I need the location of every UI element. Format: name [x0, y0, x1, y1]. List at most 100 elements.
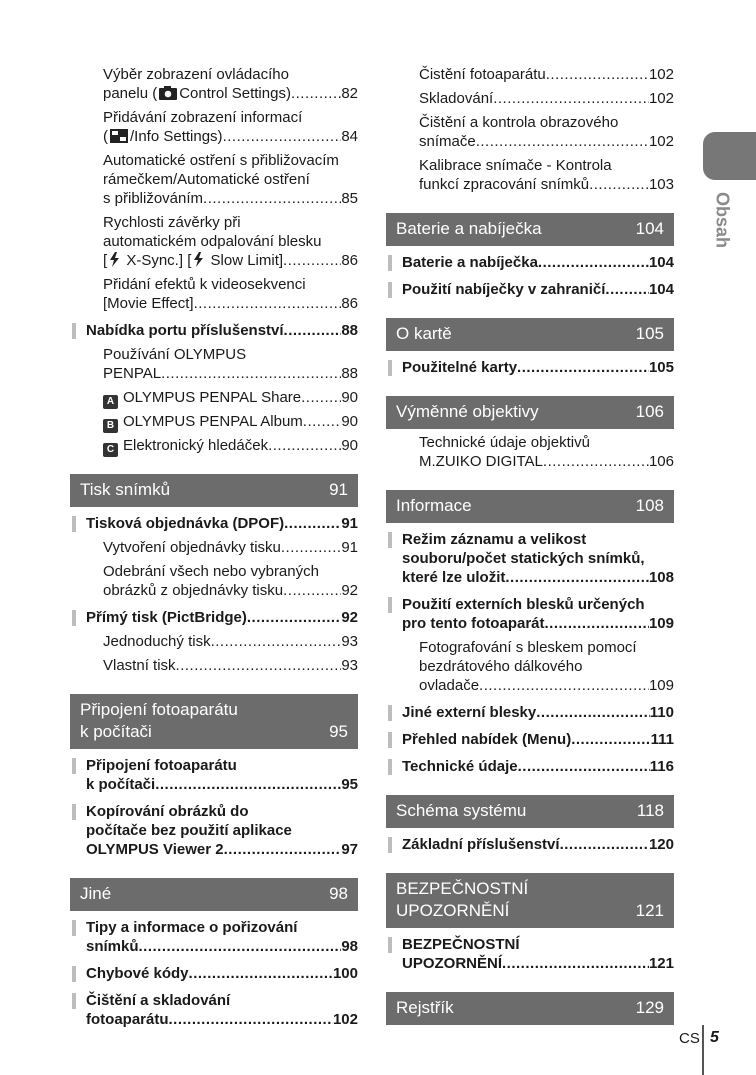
toc-entry[interactable]: Základní příslušenství 120	[386, 835, 674, 854]
dot-leader	[194, 294, 342, 313]
section-tab[interactable]	[703, 132, 756, 180]
toc-section-header[interactable]: Baterie a nabíječka 104	[386, 213, 674, 246]
entry-text: Tipy a informace o pořizování	[86, 919, 298, 936]
entry-marker-bar	[388, 282, 392, 298]
toc-entry[interactable]: Baterie a nabíječka 104	[386, 253, 674, 272]
toc-entry[interactable]: Použití nabíječky v zahraničí 104	[386, 280, 674, 299]
entry-text: BEZPEČNOSTNÍ	[402, 936, 520, 953]
entry-marker-bar	[388, 759, 392, 775]
page-number: 110	[649, 704, 674, 721]
dot-leader	[268, 436, 341, 455]
dot-leader	[536, 703, 650, 722]
entry-marker-bar	[388, 837, 392, 853]
footer-language: CS	[679, 1030, 700, 1047]
page-number: 93	[341, 633, 358, 650]
entry-text: Použitelné karty	[402, 359, 518, 376]
entry-text: Jednoduchý tisk	[103, 633, 211, 650]
entry-text: Chybové kódy	[86, 965, 189, 982]
entry-text: které lze uložit	[402, 569, 506, 586]
entry-text: ovladače	[419, 677, 480, 694]
toc-section-header[interactable]: Schéma systému 118	[386, 795, 674, 828]
entry-text: Kalibrace snímače - Kontrola	[419, 157, 612, 174]
entry-text: snímků	[86, 938, 139, 955]
dot-leader	[291, 84, 341, 103]
footer-page-number: 5	[710, 1029, 719, 1046]
entry-text: PENPAL	[103, 365, 162, 382]
toc-subentry[interactable]: Automatické ostření s přibližovacím rámeč…	[70, 151, 358, 208]
entry-text: Přehled nabídek (Menu)	[402, 731, 572, 748]
toc-entry[interactable]: Tisková objednávka (DPOF) 91	[70, 514, 358, 533]
entry-text: Používání OLYMPUS	[103, 346, 247, 363]
toc-subentry[interactable]: Fotografování s bleskem pomocí bezdrátové…	[386, 638, 674, 695]
toc-subentry[interactable]: Technické údaje objektivů M.ZUIKO DIGITAL…	[386, 433, 674, 471]
toc-left-column: Výběr zobrazení ovládacího panelu (Contro…	[70, 60, 358, 1029]
toc-subentry[interactable]: Rychlosti závěrky při automatickém odpalo…	[70, 213, 358, 270]
toc-subentry[interactable]: Používání OLYMPUS PENPAL 88	[70, 345, 358, 383]
page-number: 95	[341, 776, 358, 793]
entry-text: Tisková objednávka (DPOF)	[86, 515, 285, 532]
dot-leader	[545, 614, 649, 633]
dot-leader	[281, 538, 341, 557]
toc-entry[interactable]: Režim záznamu a velikost souboru/počet st…	[386, 530, 674, 587]
accessory-port-b-icon: B	[103, 413, 123, 433]
toc-section-header[interactable]: Rejstřík 129	[386, 992, 674, 1025]
toc-section-header[interactable]: Připojení fotoaparátu k počítači 95	[70, 694, 358, 749]
toc-subentry[interactable]: Kalibrace snímače - Kontrola funkcí zprac…	[386, 156, 674, 194]
entry-text: s přibližováním	[103, 190, 204, 207]
page-number: 102	[648, 66, 674, 83]
page-number: 102	[332, 1011, 358, 1028]
toc-subentry[interactable]: Čistění fotoaparátu 102	[386, 65, 674, 84]
toc-subentry[interactable]: Odebrání všech nebo vybraných obrázků z o…	[70, 562, 358, 600]
toc-subentry[interactable]: Přidávání zobrazení informací (/Info Sett…	[70, 108, 358, 146]
entry-marker-bar	[72, 516, 76, 532]
dot-leader	[155, 775, 341, 794]
flash-icon	[107, 252, 122, 269]
dot-leader	[546, 65, 649, 84]
toc-entry[interactable]: Kopírování obrázků do počítače bez použit…	[70, 802, 358, 859]
entry-text: Automatické ostření s přibližovacím	[103, 152, 339, 169]
toc-entry[interactable]: Tipy a informace o pořizování snímků 98	[70, 918, 358, 956]
page-number: 104	[635, 219, 664, 238]
toc-entry[interactable]: Připojení fotoaparátu k počítači 95	[70, 756, 358, 794]
entry-text: B OLYMPUS PENPAL Album	[103, 412, 303, 433]
toc-subentry[interactable]: Přidání efektů k videosekvenci [Movie Eff…	[70, 275, 358, 313]
toc-entry[interactable]: Přehled nabídek (Menu) 111	[386, 730, 674, 749]
toc-entry[interactable]: BEZPEČNOSTNÍ UPOZORNĚNÍ 121	[386, 935, 674, 973]
toc-section-header[interactable]: O kartě 105	[386, 318, 674, 351]
dot-leader	[247, 608, 341, 627]
dot-leader	[284, 321, 342, 340]
toc-section-header[interactable]: Tisk snímků 91	[70, 474, 358, 507]
toc-subentry[interactable]: Jednoduchý tisk 93	[70, 632, 358, 651]
toc-entry[interactable]: Nabídka portu příslušenství 88	[70, 321, 358, 340]
entry-text: Čištění a skladování	[86, 992, 231, 1009]
toc-section-header[interactable]: Výměnné objektivy 106	[386, 396, 674, 429]
toc-entry[interactable]: Čištění a skladování fotoaparátu 102	[70, 991, 358, 1029]
dot-leader	[303, 412, 342, 431]
page-number: 92	[341, 582, 358, 599]
toc-section-header[interactable]: BEZPEČNOSTNÍ UPOZORNĚNÍ 121	[386, 873, 674, 928]
toc-section-header[interactable]: Jiné 98	[70, 878, 358, 911]
dot-leader	[169, 1010, 333, 1029]
toc-subentry[interactable]: Skladování 102	[386, 89, 674, 108]
entry-text: Skladování	[419, 90, 494, 107]
entry-text: Fotografování s bleskem pomocí	[419, 639, 637, 656]
toc-section-header[interactable]: Informace 108	[386, 490, 674, 523]
toc-subentry[interactable]: Vytvoření objednávky tisku 91	[70, 538, 358, 557]
entry-text: rámečkem/Automatické ostření	[103, 171, 310, 188]
toc-entry[interactable]: Jiné externí blesky 110	[386, 703, 674, 722]
toc-entry[interactable]: Přímý tisk (PictBridge) 92	[70, 608, 358, 627]
toc-subentry[interactable]: Čištění a kontrola obrazového snímače 102	[386, 113, 674, 151]
toc-entry[interactable]: Použití externích blesků určených pro ten…	[386, 595, 674, 633]
toc-subentry[interactable]: Vlastní tisk 93	[70, 656, 358, 675]
toc-entry[interactable]: Použitelné karty 105	[386, 358, 674, 377]
toc-entry[interactable]: Chybové kódy 100	[70, 964, 358, 983]
toc-entry[interactable]: Technické údaje 116	[386, 757, 674, 776]
entry-marker-bar	[72, 804, 76, 820]
page-number: 82	[341, 85, 358, 102]
toc-subentry[interactable]: Výběr zobrazení ovládacího panelu (Contro…	[70, 65, 358, 103]
dot-leader	[505, 568, 649, 587]
entry-text: Vytvoření objednávky tisku	[103, 539, 281, 556]
